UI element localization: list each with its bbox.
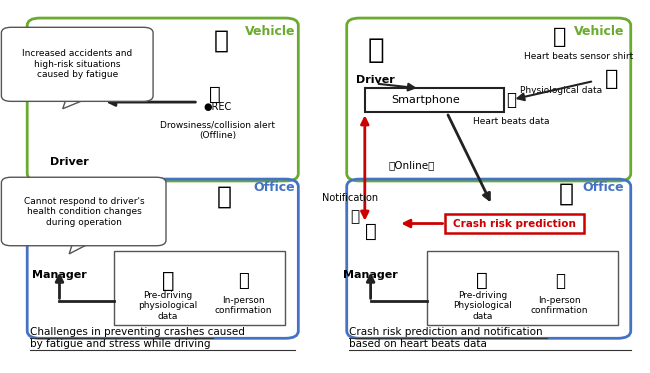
Text: 👥: 👥 — [238, 272, 249, 290]
Text: Office: Office — [254, 181, 295, 194]
FancyBboxPatch shape — [445, 214, 584, 233]
Text: In-person
confirmation: In-person confirmation — [214, 296, 272, 316]
Text: Increased accidents and
high-risk situations
caused by fatigue: Increased accidents and high-risk situat… — [23, 50, 133, 79]
Text: 🏢: 🏢 — [559, 181, 574, 205]
Text: by fatigue and stress while driving: by fatigue and stress while driving — [31, 339, 211, 349]
Text: 🚚: 🚚 — [553, 26, 566, 47]
FancyBboxPatch shape — [428, 251, 618, 325]
Text: 🖥: 🖥 — [53, 220, 66, 239]
Text: Manager: Manager — [32, 270, 87, 280]
Text: 🖥: 🖥 — [365, 222, 376, 241]
Text: 💡: 💡 — [350, 209, 359, 224]
FancyBboxPatch shape — [1, 27, 153, 101]
Text: 👷: 👷 — [367, 36, 384, 64]
FancyBboxPatch shape — [1, 177, 166, 246]
Text: Manager: Manager — [343, 270, 398, 280]
FancyBboxPatch shape — [114, 251, 285, 325]
Text: Heart beats data: Heart beats data — [473, 117, 550, 126]
Text: Smartphone: Smartphone — [392, 95, 460, 105]
Text: based on heart beats data: based on heart beats data — [348, 339, 487, 349]
Text: Crash risk prediction and notification: Crash risk prediction and notification — [348, 327, 545, 337]
Text: Notification: Notification — [322, 192, 378, 203]
Text: （Online）: （Online） — [389, 160, 435, 170]
Text: Heart beats sensor shirt: Heart beats sensor shirt — [525, 52, 634, 61]
Text: Pre-driving
Physiological
data: Pre-driving Physiological data — [453, 291, 512, 321]
Text: Vehicle: Vehicle — [244, 25, 295, 38]
Text: Pre-driving
physiological
data: Pre-driving physiological data — [138, 291, 198, 321]
Text: Vehicle: Vehicle — [574, 25, 624, 38]
Text: Crash risk prediction: Crash risk prediction — [453, 219, 576, 229]
Text: 👷: 👷 — [60, 65, 78, 94]
Text: Drowsiness/collision alert
(Offline): Drowsiness/collision alert (Offline) — [160, 120, 275, 140]
Text: 📞: 📞 — [476, 272, 488, 291]
Text: 📞: 📞 — [162, 271, 174, 291]
Text: 👥: 👥 — [554, 272, 565, 290]
Text: Office: Office — [582, 181, 624, 194]
Text: In-person
confirmation: In-person confirmation — [531, 296, 588, 316]
Text: 👕: 👕 — [604, 69, 618, 89]
Polygon shape — [69, 244, 88, 254]
Text: Driver: Driver — [356, 75, 395, 85]
Text: Driver: Driver — [50, 157, 88, 167]
Text: 🏢: 🏢 — [216, 185, 231, 209]
Text: 📷: 📷 — [209, 85, 220, 104]
Text: Challenges in preventing crashes caused: Challenges in preventing crashes caused — [31, 327, 248, 337]
Text: 🚚: 🚚 — [213, 28, 228, 52]
Text: Cannot respond to driver's
health condition changes
during operation: Cannot respond to driver's health condit… — [23, 197, 144, 226]
Text: 📱: 📱 — [506, 91, 516, 109]
FancyBboxPatch shape — [365, 88, 504, 112]
Text: Physiological data: Physiological data — [519, 87, 602, 95]
Polygon shape — [62, 100, 85, 109]
Text: ●REC: ●REC — [203, 102, 232, 112]
Text: ⚙: ⚙ — [24, 205, 40, 223]
